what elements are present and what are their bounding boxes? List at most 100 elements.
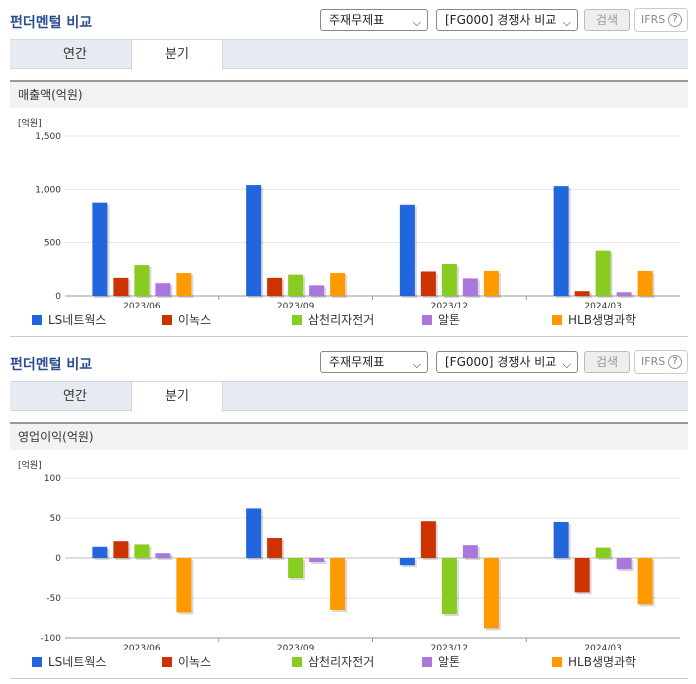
bar-hlb생명과학-2023-12 — [483, 558, 499, 629]
legend-label: 이녹스 — [178, 313, 212, 327]
bar-hlb생명과학-2023-06 — [176, 558, 192, 613]
unit-label: [억원] — [18, 459, 42, 471]
bar-hlb생명과학-2023-12 — [483, 270, 499, 296]
tab-annual[interactable]: 연간 — [63, 47, 87, 62]
bar-이녹스-2024-03 — [574, 558, 590, 593]
bar-hlb생명과학-2023-09 — [330, 273, 346, 296]
divider — [10, 678, 688, 679]
fundamental-panel-operating-income: 펀더멘털 비교 주재무제표 ⌵ [FG000] 경쟁사 비교 ⌵ 검색 IFRS? … — [0, 342, 696, 684]
x-tick-label: 2023/09 — [277, 302, 315, 308]
bar-hlb생명과학-2024-03 — [637, 558, 653, 605]
chart-section-title: 매출액(억원) — [10, 80, 688, 108]
period-tabs: 연간 분기 — [10, 39, 688, 70]
compare-select[interactable]: [FG000] 경쟁사 비교 ⌵ — [436, 9, 578, 31]
chart-section-title: 영업이익(억원) — [10, 422, 688, 450]
bar-이녹스-2023-12 — [420, 271, 436, 296]
bar-ls네트웍스-2023-06 — [92, 546, 108, 558]
bar-이녹스-2023-06 — [113, 277, 129, 296]
y-tick-label: 0 — [55, 554, 61, 564]
bar-ls네트웍스-2023-09 — [246, 508, 262, 558]
legend-swatch — [292, 315, 302, 325]
x-tick-label: 2023/12 — [431, 644, 468, 650]
legend-swatch — [422, 657, 432, 667]
unit-label: [억원] — [18, 117, 42, 129]
tab-annual[interactable]: 연간 — [63, 389, 87, 404]
ifrs-help-button[interactable]: IFRS? — [634, 350, 688, 374]
operating-income-bar-chart: [억원] -100 -50 0 50 100 2023/06 2023/09 2023/12 20… — [18, 459, 680, 650]
chevron-down-icon: ⌵ — [412, 16, 421, 29]
legend-item-hlb생명과학[interactable]: HLB생명과학 — [552, 654, 636, 670]
bar-삼천리자전거-2023-06 — [134, 265, 150, 296]
tab-quarterly[interactable]: 분기 — [131, 382, 223, 412]
x-tick-label: 2023/06 — [123, 644, 161, 650]
y-tick-label: 1,500 — [35, 132, 61, 142]
legend-label: 이녹스 — [178, 655, 212, 669]
statement-select[interactable]: 주재무제표 ⌵ — [320, 9, 428, 31]
legend-swatch — [32, 315, 42, 325]
legend-item-이녹스[interactable]: 이녹스 — [162, 312, 211, 328]
y-tick-label: 50 — [50, 514, 62, 524]
bar-shadow — [618, 294, 634, 298]
legend-item-삼천리자전거[interactable]: 삼천리자전거 — [292, 654, 374, 670]
bar-삼천리자전거-2023-09 — [288, 274, 304, 296]
chevron-down-icon: ⌵ — [412, 358, 421, 371]
bar-알톤-2023-12 — [462, 278, 478, 296]
bar-ls네트웍스-2023-12 — [399, 558, 415, 566]
x-tick-label: 2023/12 — [431, 302, 468, 308]
chevron-down-icon: ⌵ — [562, 358, 571, 371]
compare-select[interactable]: [FG000] 경쟁사 비교 ⌵ — [436, 351, 578, 373]
legend-label: LS네트웍스 — [48, 313, 107, 327]
chevron-down-icon: ⌵ — [562, 16, 571, 29]
x-tick-label: 2023/06 — [123, 302, 161, 308]
legend-label: HLB생명과학 — [568, 313, 637, 327]
legend-item-이녹스[interactable]: 이녹스 — [162, 654, 211, 670]
x-tick-label: 2024/03 — [584, 302, 621, 308]
legend-item-ls네트웍스[interactable]: LS네트웍스 — [32, 654, 106, 670]
x-tick-label: 2024/03 — [584, 644, 621, 650]
tab-quarterly[interactable]: 분기 — [131, 40, 223, 70]
legend-swatch — [162, 315, 172, 325]
revenue-bar-chart: [억원] 0 500 1,000 1,500 2023/06 2023/09 2023/12 2… — [18, 117, 680, 308]
fundamental-panel-revenue: 펀더멘털 비교 주재무제표 ⌵ [FG000] 경쟁사 비교 ⌵ 검색 IFRS? … — [10, 8, 688, 337]
bar-알톤-2024-03 — [616, 558, 632, 570]
legend-item-삼천리자전거[interactable]: 삼천리자전거 — [292, 312, 374, 328]
bar-이녹스-2023-09 — [267, 277, 283, 296]
bar-이녹스-2023-12 — [420, 521, 436, 558]
bar-hlb생명과학-2024-03 — [637, 270, 653, 296]
bar-삼천리자전거-2023-06 — [134, 544, 150, 558]
bar-ls네트웍스-2023-06 — [92, 202, 108, 296]
search-button[interactable]: 검색 — [584, 351, 630, 373]
bar-ls네트웍스-2023-09 — [246, 185, 262, 296]
statement-select[interactable]: 주재무제표 ⌵ — [320, 351, 428, 373]
panel-title: 펀더멘털 비교 — [10, 15, 93, 31]
statement-select-value: 주재무제표 — [329, 355, 385, 369]
bar-hlb생명과학-2023-09 — [330, 558, 346, 610]
bar-ls네트웍스-2024-03 — [553, 186, 569, 296]
y-tick-label: 1,000 — [35, 185, 61, 195]
legend-label: 삼천리자전거 — [308, 313, 375, 327]
y-tick-label: 100 — [44, 474, 61, 484]
bar-hlb생명과학-2023-06 — [176, 273, 192, 296]
legend-label: LS네트웍스 — [48, 655, 107, 669]
legend-swatch — [552, 315, 562, 325]
bar-ls네트웍스-2024-03 — [553, 522, 569, 558]
legend-label: 알톤 — [438, 313, 461, 327]
search-button[interactable]: 검색 — [584, 9, 630, 31]
ifrs-help-button[interactable]: IFRS? — [634, 8, 688, 32]
legend-item-알톤[interactable]: 알톤 — [422, 312, 460, 328]
legend-item-hlb생명과학[interactable]: HLB생명과학 — [552, 312, 636, 328]
chart-legend: LS네트웍스 이녹스 삼천리자전거 알톤 HLB생명과학 — [10, 312, 688, 328]
legend-swatch — [292, 657, 302, 667]
legend-item-ls네트웍스[interactable]: LS네트웍스 — [32, 312, 106, 328]
bar-이녹스-2024-03 — [574, 291, 590, 296]
compare-select-value: [FG000] 경쟁사 비교 — [445, 13, 557, 27]
y-tick-label: 500 — [44, 239, 61, 249]
legend-label: HLB생명과학 — [568, 655, 637, 669]
ifrs-label: IFRS — [641, 355, 666, 368]
period-tabs: 연간 분기 — [10, 381, 688, 412]
legend-swatch — [422, 315, 432, 325]
legend-swatch — [32, 657, 42, 667]
legend-item-알톤[interactable]: 알톤 — [422, 654, 460, 670]
bar-알톤-2023-09 — [309, 285, 325, 296]
compare-select-value: [FG000] 경쟁사 비교 — [445, 355, 557, 369]
